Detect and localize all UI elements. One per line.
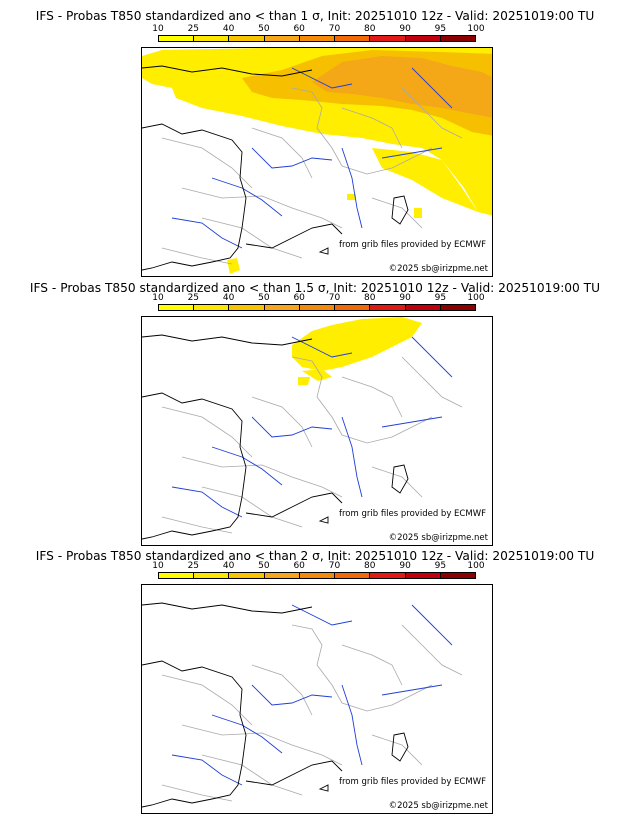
legend-swatch-10-25 bbox=[159, 305, 195, 310]
legend-swatch-10-25 bbox=[159, 573, 195, 578]
country-borders bbox=[161, 87, 463, 265]
legend-swatch-70-80 bbox=[335, 305, 371, 310]
legend-tick: 70 bbox=[328, 293, 341, 303]
legend-swatch-50-60 bbox=[264, 305, 300, 310]
legend-tick: 60 bbox=[293, 561, 305, 571]
legend-tick: 95 bbox=[434, 293, 447, 303]
legend-tick: 90 bbox=[399, 293, 411, 303]
copyright-credit: ©2025 sb@irizpme.net bbox=[388, 264, 488, 274]
legend-swatch-25-40 bbox=[194, 573, 230, 578]
legend-tick: 95 bbox=[434, 561, 447, 571]
rivers bbox=[171, 604, 453, 786]
legend-tick: 60 bbox=[293, 293, 305, 303]
legend-tick: 80 bbox=[364, 24, 376, 34]
legend-swatch-60-70 bbox=[299, 305, 336, 310]
legend-colorbar bbox=[158, 35, 476, 42]
legend-swatch-50-60 bbox=[264, 573, 300, 578]
legend-colorbar bbox=[158, 572, 476, 579]
probability-legend: 10 25 40 50 60 70 80 90 95 100 bbox=[152, 561, 485, 581]
panel-title: IFS - Probas T850 standardized ano < tha… bbox=[35, 549, 595, 563]
legend-tick: 100 bbox=[467, 561, 485, 571]
legend-swatch-80-90 bbox=[370, 36, 406, 41]
legend-tick: 25 bbox=[187, 24, 200, 34]
legend-swatch-90-95 bbox=[405, 36, 441, 41]
prob-area-low bbox=[302, 369, 332, 381]
legend-swatch-25-40 bbox=[194, 36, 230, 41]
legend-tick: 40 bbox=[222, 561, 235, 571]
panel-title: IFS - Probas T850 standardized ano < tha… bbox=[35, 9, 595, 23]
legend-swatch-95-100 bbox=[440, 36, 475, 41]
prob-area-high bbox=[312, 56, 492, 118]
coastlines bbox=[142, 602, 409, 808]
map-frame: from grib files provided by ECMWF ©2025 … bbox=[141, 47, 493, 277]
map-frame: from grib files provided by ECMWF ©2025 … bbox=[141, 316, 493, 546]
map-frame: from grib files provided by ECMWF ©2025 … bbox=[141, 584, 493, 814]
legend-tick: 25 bbox=[187, 561, 200, 571]
legend-swatch-50-60 bbox=[264, 36, 300, 41]
legend-tick: 60 bbox=[293, 24, 305, 34]
map-svg bbox=[142, 602, 463, 808]
probability-legend: 10 25 40 50 60 70 80 90 95 100 bbox=[152, 24, 485, 44]
legend-swatch-70-80 bbox=[335, 36, 371, 41]
rivers bbox=[171, 336, 453, 518]
legend-tick: 10 bbox=[152, 561, 164, 571]
legend-tick: 25 bbox=[187, 293, 200, 303]
legend-tick: 90 bbox=[399, 561, 411, 571]
legend-swatch-40-50 bbox=[229, 305, 265, 310]
prob-area-low bbox=[414, 208, 422, 218]
legend-tick: 80 bbox=[364, 293, 376, 303]
legend-tick: 50 bbox=[258, 561, 270, 571]
legend-swatch-60-70 bbox=[299, 36, 336, 41]
country-borders bbox=[161, 624, 463, 802]
legend-swatch-40-50 bbox=[229, 36, 265, 41]
legend-tick: 100 bbox=[467, 24, 485, 34]
copyright-credit: ©2025 sb@irizpme.net bbox=[388, 533, 488, 543]
map-svg bbox=[142, 317, 463, 540]
legend-swatch-25-40 bbox=[194, 305, 230, 310]
map-svg bbox=[142, 48, 492, 274]
prob-area-low bbox=[298, 377, 310, 385]
legend-swatch-40-50 bbox=[229, 573, 265, 578]
legend-swatch-95-100 bbox=[440, 573, 475, 578]
legend-tick: 50 bbox=[258, 24, 270, 34]
legend-swatch-10-25 bbox=[159, 36, 195, 41]
legend-tick: 90 bbox=[399, 24, 411, 34]
prob-area-low bbox=[227, 258, 240, 274]
copyright-credit: ©2025 sb@irizpme.net bbox=[388, 801, 488, 811]
legend-swatch-60-70 bbox=[299, 573, 336, 578]
legend-tick: 10 bbox=[152, 293, 164, 303]
legend-tick: 40 bbox=[222, 24, 235, 34]
coastlines bbox=[142, 65, 409, 271]
prob-area-low bbox=[292, 317, 422, 371]
legend-tick: 10 bbox=[152, 24, 164, 34]
data-source-credit: from grib files provided by ECMWF bbox=[339, 777, 486, 787]
legend-tick: 40 bbox=[222, 293, 235, 303]
legend-swatch-80-90 bbox=[370, 573, 406, 578]
probability-shading bbox=[292, 317, 422, 385]
country-borders bbox=[161, 356, 463, 534]
legend-swatch-90-95 bbox=[405, 305, 441, 310]
prob-area-low bbox=[347, 194, 356, 200]
legend-tick: 70 bbox=[328, 561, 341, 571]
legend-tick: 80 bbox=[364, 561, 376, 571]
data-source-credit: from grib files provided by ECMWF bbox=[339, 240, 486, 250]
legend-swatch-95-100 bbox=[440, 305, 475, 310]
coastlines bbox=[142, 334, 409, 540]
panel-title: IFS - Probas T850 standardized ano < tha… bbox=[29, 281, 601, 295]
legend-colorbar bbox=[158, 304, 476, 311]
legend-swatch-90-95 bbox=[405, 573, 441, 578]
legend-swatch-70-80 bbox=[335, 573, 371, 578]
legend-tick: 70 bbox=[328, 24, 341, 34]
legend-tick: 50 bbox=[258, 293, 270, 303]
data-source-credit: from grib files provided by ECMWF bbox=[339, 509, 486, 519]
legend-swatch-80-90 bbox=[370, 305, 406, 310]
probability-legend: 10 25 40 50 60 70 80 90 95 100 bbox=[152, 293, 485, 313]
prob-area-low bbox=[372, 148, 478, 212]
legend-tick: 100 bbox=[467, 293, 485, 303]
rivers bbox=[171, 67, 453, 249]
legend-tick: 95 bbox=[434, 24, 447, 34]
